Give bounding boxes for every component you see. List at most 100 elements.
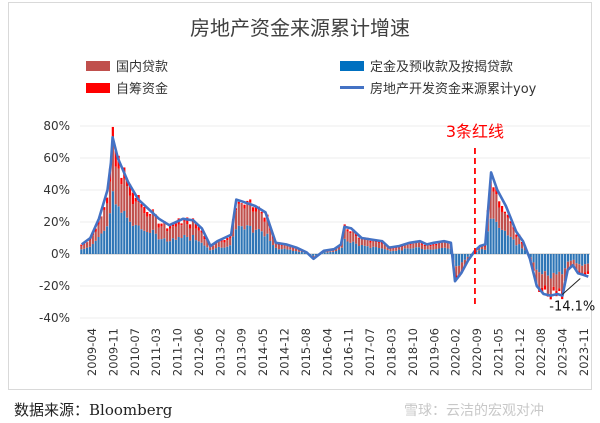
bar-deposits-prepay — [475, 251, 478, 254]
bar-deposits-prepay — [466, 254, 469, 257]
bar-deposits-prepay — [103, 230, 106, 254]
bar-self-raised — [263, 217, 266, 222]
y-tick-label: 20% — [43, 215, 70, 229]
bar-deposits-prepay — [337, 249, 341, 254]
bar-deposits-prepay — [289, 249, 292, 254]
bar-self-raised — [549, 295, 552, 300]
series-line-total-yoy — [80, 135, 589, 297]
bar-domestic-loans — [128, 195, 132, 222]
last-value-label: -14.1% — [549, 300, 595, 315]
bar-domestic-loans — [538, 272, 541, 289]
bar-domestic-loans — [355, 236, 358, 244]
bar-self-raised — [128, 184, 132, 196]
bar-deposits-prepay — [355, 243, 358, 254]
bar-deposits-prepay — [583, 254, 587, 265]
bar-self-raised — [203, 235, 206, 240]
bar-deposits-prepay — [189, 240, 192, 254]
bar-domestic-loans — [234, 210, 238, 230]
bar-deposits-prepay — [386, 250, 389, 254]
bar-self-raised — [189, 224, 192, 229]
legend-swatch-deposits-prepay — [340, 60, 364, 71]
bar-self-raised — [180, 223, 183, 226]
x-tick-label: 2012-06 — [192, 328, 206, 376]
bar-domestic-loans — [546, 275, 549, 294]
bar-domestic-loans — [337, 246, 341, 250]
bar-domestic-loans — [263, 221, 266, 237]
bar-deposits-prepay — [157, 239, 160, 254]
bar-domestic-loans — [108, 181, 112, 214]
bar-self-raised — [194, 223, 197, 229]
bar-deposits-prepay — [575, 254, 578, 264]
y-tick-label: 60% — [43, 151, 70, 165]
bar-domestic-loans — [509, 223, 512, 237]
bar-domestic-loans — [223, 242, 226, 248]
bar-domestic-loans — [177, 224, 180, 238]
bar-self-raised — [140, 203, 143, 208]
bar-deposits-prepay — [429, 249, 432, 254]
bar-domestic-loans — [372, 240, 375, 247]
bar-deposits-prepay — [257, 228, 260, 254]
bar-deposits-prepay — [126, 217, 129, 254]
bar-deposits-prepay — [177, 237, 180, 254]
bar-domestic-loans — [552, 272, 555, 287]
bar-deposits-prepay — [377, 248, 381, 254]
bar-domestic-loans — [492, 191, 495, 219]
bar-deposits-prepay — [88, 246, 92, 254]
bar-deposits-prepay — [120, 212, 123, 254]
bar-domestic-loans — [369, 242, 372, 248]
bar-deposits-prepay — [535, 254, 538, 270]
bar-domestic-loans — [460, 262, 464, 270]
bar-domestic-loans — [363, 239, 366, 246]
bar-deposits-prepay — [314, 254, 318, 256]
bar-self-raised — [229, 235, 232, 238]
bar-deposits-prepay — [128, 221, 132, 254]
bar-domestic-loans — [349, 233, 352, 243]
bar-deposits-prepay — [509, 236, 512, 254]
bar-deposits-prepay — [269, 240, 272, 254]
bar-deposits-prepay — [443, 247, 446, 254]
bar-self-raised — [114, 151, 117, 167]
bar-self-raised — [200, 230, 203, 233]
bar-deposits-prepay — [312, 254, 315, 256]
bar-self-raised — [111, 126, 114, 144]
x-tick-label: 2018-10 — [406, 328, 420, 376]
bar-deposits-prepay — [446, 248, 449, 254]
bar-deposits-prepay — [280, 249, 283, 254]
bar-deposits-prepay — [223, 247, 226, 254]
bar-deposits-prepay — [543, 254, 547, 272]
bar-self-raised — [500, 205, 504, 212]
bar-deposits-prepay — [523, 250, 527, 254]
bar-deposits-prepay — [515, 245, 518, 254]
bar-deposits-prepay — [332, 251, 335, 254]
bar-domestic-loans — [380, 243, 383, 249]
bar-deposits-prepay — [541, 254, 544, 275]
bar-domestic-loans — [226, 240, 229, 247]
bar-domestic-loans — [392, 248, 395, 251]
bar-domestic-loans — [343, 227, 346, 239]
bar-self-raised — [521, 241, 524, 244]
bar-deposits-prepay — [100, 233, 103, 254]
bar-domestic-loans — [572, 259, 575, 266]
bar-domestic-loans — [166, 231, 169, 242]
bar-domestic-loans — [171, 226, 175, 239]
bar-domestic-loans — [495, 194, 498, 222]
bar-deposits-prepay — [458, 254, 461, 266]
bar-domestic-loans — [120, 184, 123, 213]
bar-deposits-prepay — [80, 249, 83, 254]
x-tick-label: 2022-08 — [534, 328, 548, 376]
bar-domestic-loans — [277, 245, 280, 250]
bar-deposits-prepay — [366, 246, 369, 254]
bar-domestic-loans — [292, 248, 295, 251]
bar-deposits-prepay — [146, 231, 149, 254]
bar-self-raised — [168, 225, 172, 229]
bar-domestic-loans — [458, 265, 461, 275]
bar-self-raised — [429, 244, 432, 247]
bar-domestic-loans — [535, 269, 538, 283]
bar-domestic-loans — [214, 242, 217, 249]
bar-self-raised — [174, 223, 177, 227]
bar-self-raised — [435, 243, 438, 246]
legend-label-self-raised: 自筹资金 — [116, 82, 169, 97]
bar-deposits-prepay — [203, 245, 206, 254]
x-tick-label: 2020-02 — [449, 328, 463, 376]
watermark: 雪球：云洁的宏观对冲 — [404, 403, 544, 419]
